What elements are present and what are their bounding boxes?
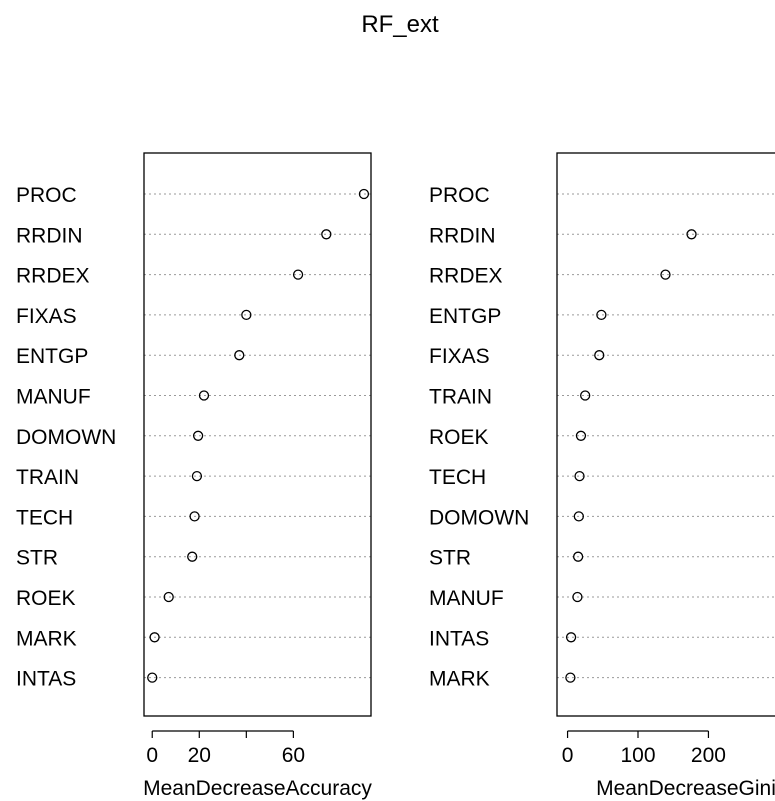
data-point: [580, 390, 591, 401]
category-label: RRDEX: [429, 265, 503, 288]
category-label: MANUF: [16, 386, 91, 409]
plot-frame: [556, 152, 775, 717]
data-point: [192, 430, 204, 441]
chart-title: RF_ext: [361, 11, 439, 38]
data-point: [234, 350, 245, 361]
x-tick-label: 0: [146, 744, 158, 767]
category-label: PROC: [429, 184, 490, 207]
category-label: INTAS: [429, 627, 489, 650]
data-point: [686, 229, 697, 240]
data-point: [596, 309, 607, 321]
category-label: RRDIN: [429, 224, 496, 247]
data-point: [321, 229, 332, 240]
category-label: ENTGP: [16, 345, 88, 368]
data-point: [660, 269, 671, 280]
category-label: ROEK: [16, 587, 76, 610]
x-tick-label: 200: [691, 744, 726, 767]
category-label: TECH: [16, 506, 73, 529]
category-label: PROC: [16, 184, 77, 207]
category-label: DOMOWN: [429, 506, 529, 529]
data-point: [198, 390, 210, 401]
x-tick-label: 0: [562, 744, 574, 767]
category-label: TECH: [429, 466, 486, 489]
category-label: TRAIN: [429, 386, 492, 409]
data-point: [572, 591, 583, 603]
category-label: ENTGP: [429, 305, 501, 328]
data-point: [574, 470, 585, 482]
x-axis-label: MeanDecreaseGini: [596, 777, 775, 800]
x-tick-label: 20: [188, 744, 211, 767]
data-point: [573, 511, 584, 522]
data-point: [147, 672, 158, 683]
data-point: [565, 632, 577, 643]
x-tick-label: 100: [620, 744, 655, 767]
category-label: STR: [429, 547, 471, 570]
gini-panel: PROC RRDIN RRDEX ENTGP FIXAS TRAIN ROEK TECH DOM…: [429, 152, 775, 800]
data-point: [241, 309, 252, 321]
category-label: RRDIN: [16, 224, 83, 247]
category-label: STR: [16, 547, 58, 570]
category-label: ROEK: [429, 426, 489, 449]
panels: PROC RRDIN RRDEX FIXAS ENTGP MANUF DOMOWN TRAIN…: [16, 152, 775, 800]
category-label: MANUF: [429, 587, 504, 610]
data-point: [575, 430, 587, 441]
data-point: [572, 551, 584, 562]
data-point: [358, 188, 370, 200]
x-axis-label: MeanDecreaseAccuracy: [143, 777, 372, 800]
category-label: FIXAS: [16, 305, 77, 328]
category-label: FIXAS: [429, 345, 490, 368]
category-label: INTAS: [16, 668, 76, 691]
data-point: [292, 269, 304, 280]
data-point: [163, 591, 174, 603]
data-point: [565, 672, 576, 683]
category-label: TRAIN: [16, 466, 79, 489]
category-label: MARK: [16, 627, 77, 650]
plot-frame: [143, 152, 372, 717]
data-point: [191, 470, 203, 482]
data-point: [187, 551, 198, 562]
accuracy-panel: PROC RRDIN RRDEX FIXAS ENTGP MANUF DOMOWN TRAIN…: [16, 152, 372, 800]
x-tick-label: 60: [282, 744, 305, 767]
data-point: [189, 511, 200, 522]
data-point: [149, 632, 160, 643]
category-label: MARK: [429, 668, 490, 691]
data-point: [594, 350, 605, 361]
category-label: RRDEX: [16, 265, 90, 288]
category-label: DOMOWN: [16, 426, 116, 449]
